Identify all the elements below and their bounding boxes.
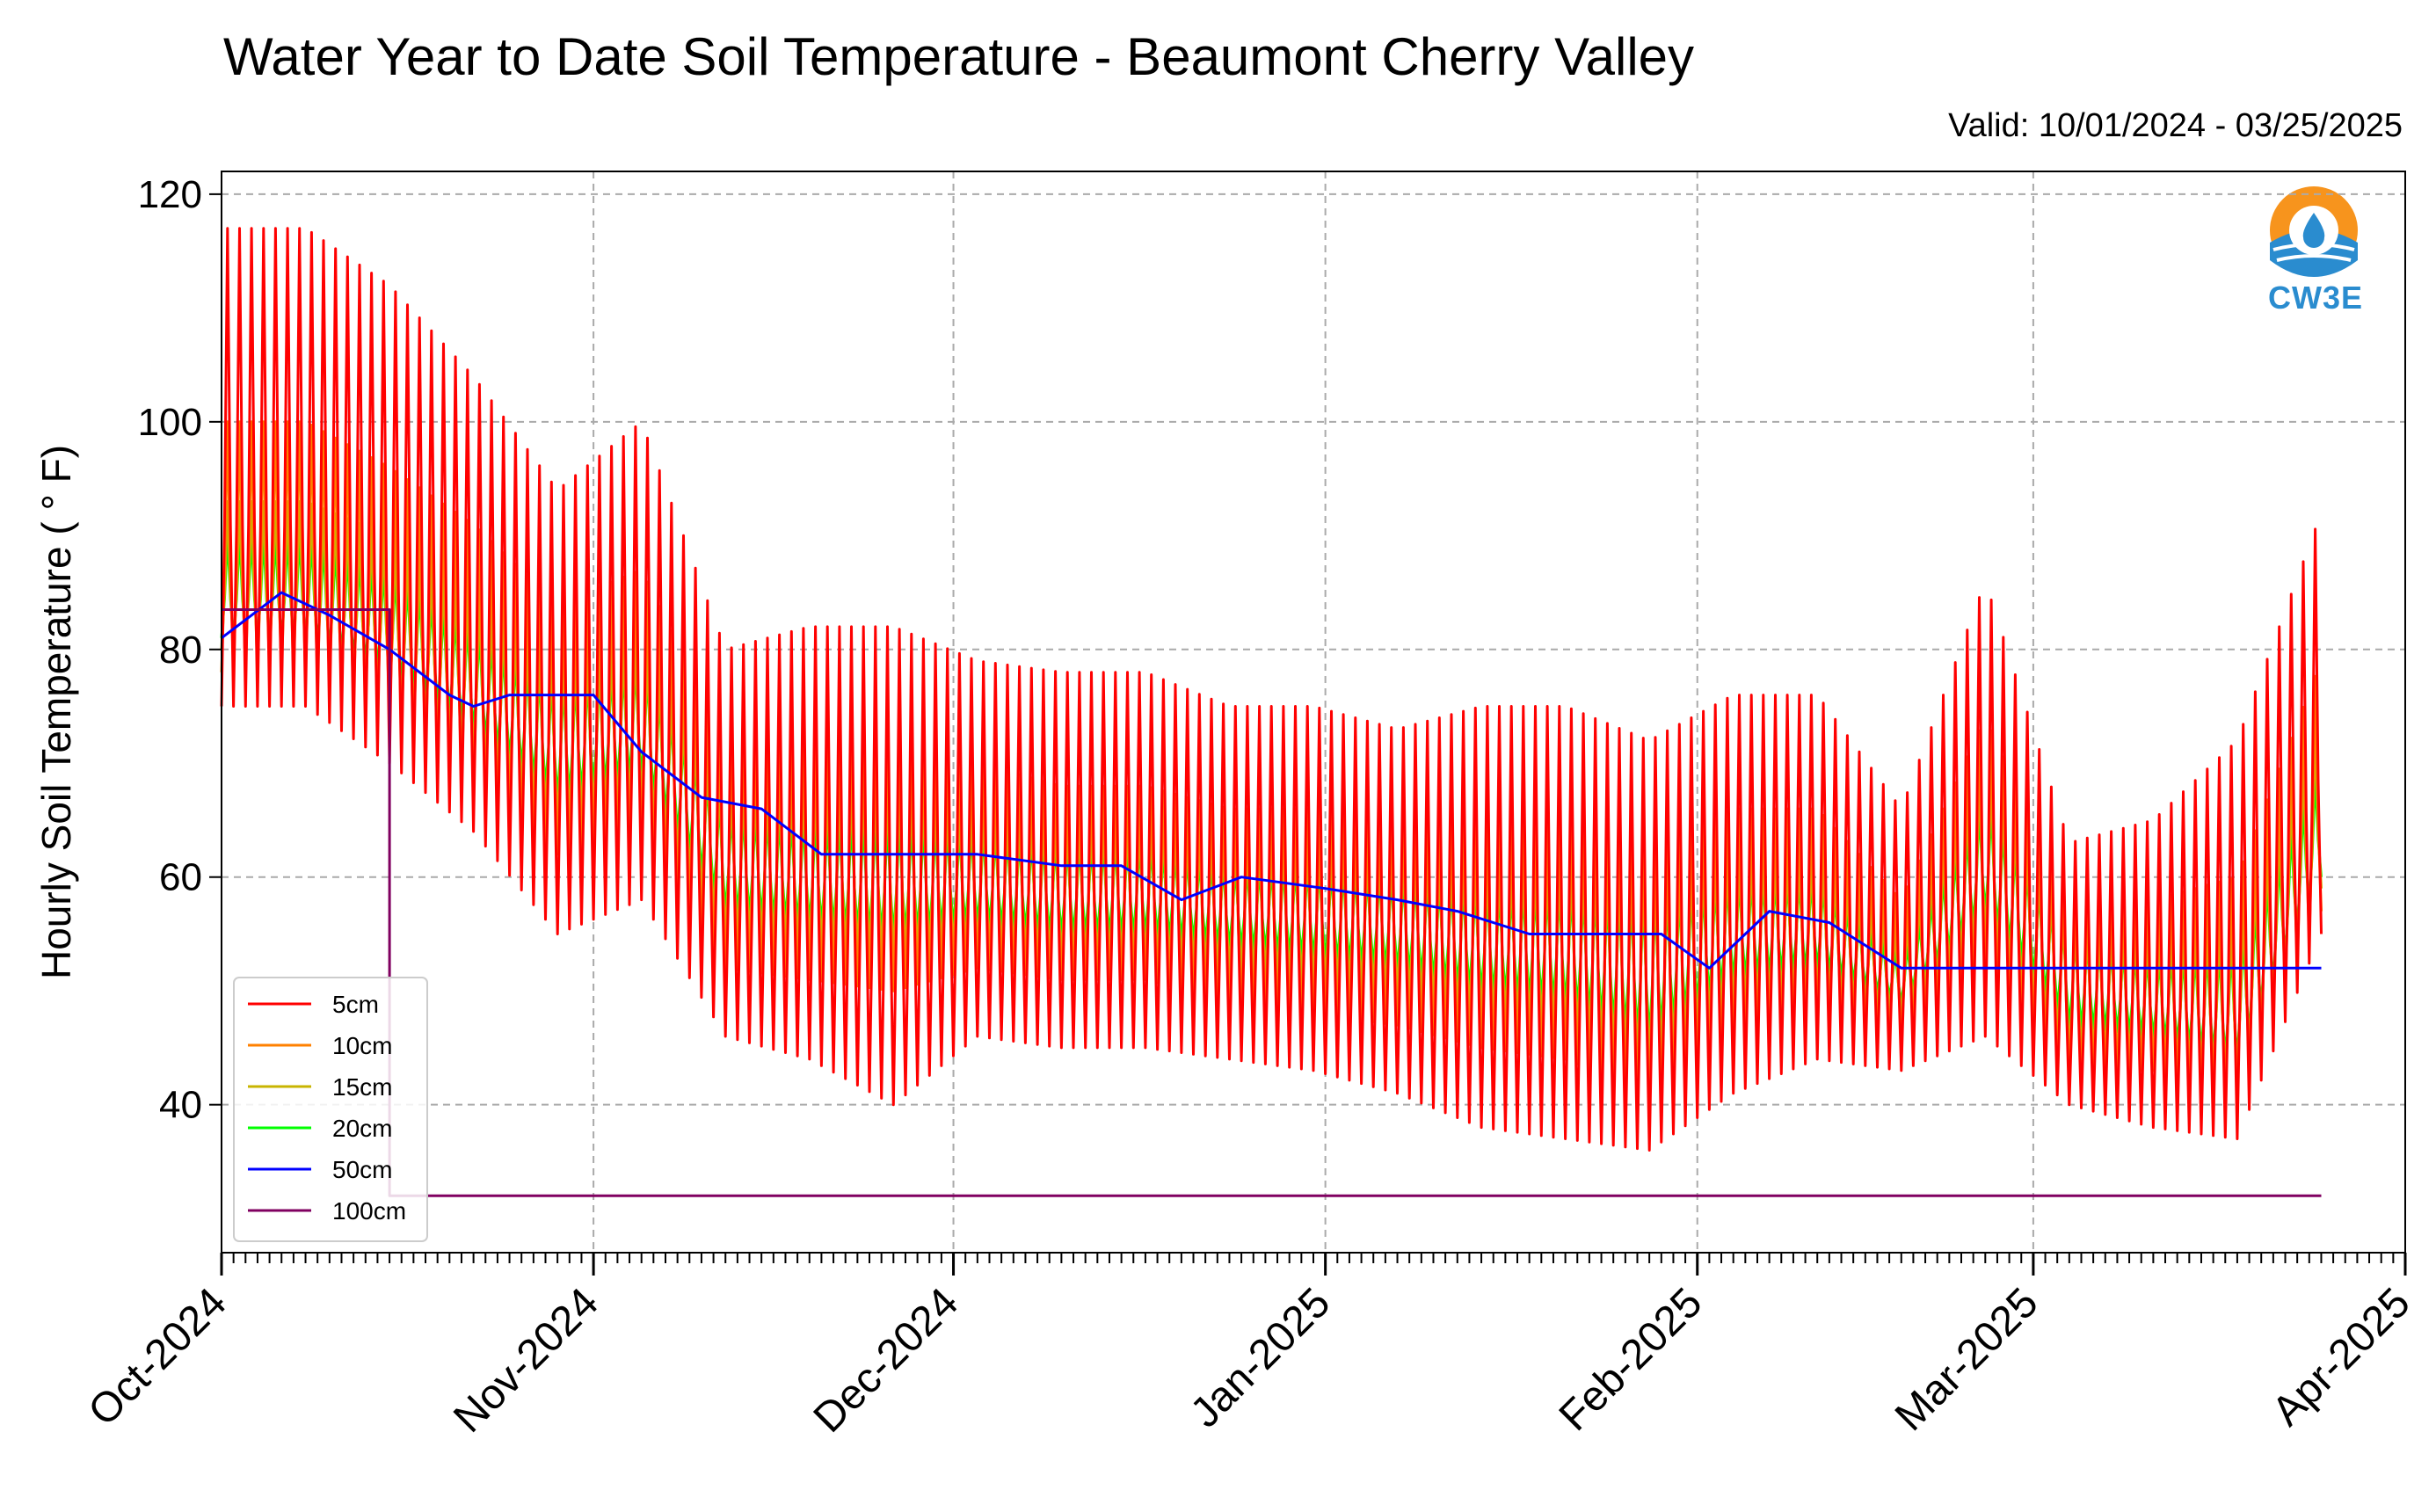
series-line-100cm: [222, 608, 2322, 1197]
x-tick-label: Nov-2024: [445, 1279, 607, 1442]
chart-title: Water Year to Date Soil Temperature - Be…: [223, 27, 1695, 86]
water-drop-logo-icon: [2270, 186, 2358, 277]
x-tick-label: Apr-2025: [2264, 1279, 2419, 1435]
legend-label-15cm: 15cm: [332, 1073, 392, 1101]
x-tick-label: Dec-2024: [805, 1279, 968, 1442]
y-tick-label: 80: [159, 629, 202, 672]
legend-box: [233, 977, 428, 1242]
y-tick-label: 60: [159, 856, 202, 899]
y-tick-label: 120: [138, 173, 202, 216]
legend: 5cm 10cm 15cm 20cm 50cm 100cm: [233, 977, 428, 1242]
x-tick-label: Feb-2025: [1551, 1279, 1712, 1440]
series-line-50cm: [221, 591, 2322, 970]
legend-label-20cm: 20cm: [332, 1115, 392, 1142]
legend-label-5cm: 5cm: [332, 991, 379, 1018]
legend-label-50cm: 50cm: [332, 1156, 392, 1183]
logo-text: CW3E: [2267, 280, 2363, 316]
x-tick-label: Oct-2024: [80, 1279, 236, 1435]
legend-label-10cm: 10cm: [332, 1032, 392, 1059]
series-layer: [220, 227, 2323, 1197]
series-line-5cm: [220, 227, 2323, 1152]
legend-label-100cm: 100cm: [332, 1197, 406, 1225]
x-tick-label: Mar-2025: [1887, 1279, 2047, 1440]
y-axis-label: Hourly Soil Temperature ( ° F): [33, 445, 79, 979]
y-tick-label: 100: [138, 401, 202, 444]
x-tick-label: Jan-2025: [1182, 1279, 1339, 1436]
valid-date-range: Valid: 10/01/2024 - 03/25/2025: [1948, 107, 2403, 144]
y-tick-label: 40: [159, 1084, 202, 1127]
